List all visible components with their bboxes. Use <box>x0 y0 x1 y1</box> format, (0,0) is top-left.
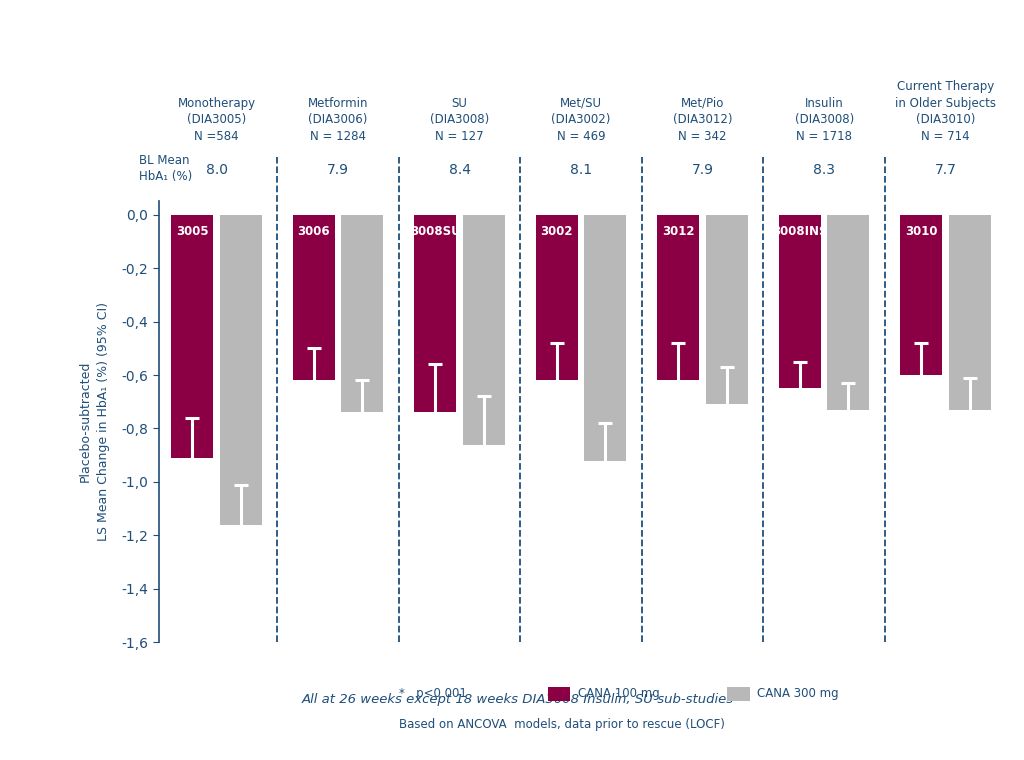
Bar <box>827 215 869 410</box>
Text: All at 26 weeks except 18 weeks DIA3008 Insulin, SU sub-studies: All at 26 weeks except 18 weeks DIA3008 … <box>301 693 733 706</box>
Bar <box>585 215 627 461</box>
Text: 3012: 3012 <box>663 226 694 239</box>
Text: 3008SU: 3008SU <box>410 226 461 239</box>
Bar <box>220 215 262 524</box>
Text: 7.9: 7.9 <box>691 163 714 177</box>
Text: BL Mean
HbA₁⁣ (%): BL Mean HbA₁⁣ (%) <box>139 154 193 182</box>
Text: 7.7: 7.7 <box>935 163 956 177</box>
Text: *   p<0.001: * p<0.001 <box>399 687 467 701</box>
Text: Met/Pio
(DIA3012)
N = 342: Met/Pio (DIA3012) N = 342 <box>673 97 732 143</box>
Bar <box>341 215 383 413</box>
Text: 8.1: 8.1 <box>570 163 592 177</box>
Text: 3010: 3010 <box>905 226 938 239</box>
Text: Based on ANCOVA  models, data prior to rescue (LOCF): Based on ANCOVA models, data prior to re… <box>399 718 725 731</box>
Bar <box>415 215 457 413</box>
Text: 8.3: 8.3 <box>813 163 836 177</box>
Bar <box>463 215 505 445</box>
Text: Met/SU
(DIA3002)
N = 469: Met/SU (DIA3002) N = 469 <box>552 97 610 143</box>
Text: Metformin
(DIA3006)
N = 1284: Metformin (DIA3006) N = 1284 <box>308 97 369 143</box>
Text: CANA 300 mg: CANA 300 mg <box>757 687 839 701</box>
Text: Insulin
(DIA3008)
N = 1718: Insulin (DIA3008) N = 1718 <box>795 97 854 143</box>
Bar <box>293 215 335 381</box>
Text: 8.4: 8.4 <box>449 163 471 177</box>
Bar <box>900 215 942 375</box>
Bar <box>949 215 991 410</box>
Text: SU
(DIA3008)
N = 127: SU (DIA3008) N = 127 <box>430 97 489 143</box>
Text: 3005: 3005 <box>176 226 209 239</box>
Text: Monotherapy
(DIA3005)
N =584: Monotherapy (DIA3005) N =584 <box>177 97 256 143</box>
Text: 8.0: 8.0 <box>206 163 227 177</box>
Y-axis label: Placebo-subtracted
LS Mean Change in HbA₁⁣ (%) (95% CI): Placebo-subtracted LS Mean Change in HbA… <box>79 302 111 541</box>
Text: 3008INS: 3008INS <box>772 226 827 239</box>
Bar <box>657 215 699 381</box>
Text: 3002: 3002 <box>541 226 573 239</box>
Text: SGLT2 decreases HbA1c on top of other diabetic
medications: SGLT2 decreases HbA1c on top of other di… <box>72 34 710 93</box>
Bar <box>706 215 748 404</box>
Bar <box>171 215 213 458</box>
Text: CANA 100 mg: CANA 100 mg <box>578 687 659 701</box>
Text: Current Therapy
in Older Subjects
(DIA3010)
N = 714: Current Therapy in Older Subjects (DIA30… <box>895 80 996 143</box>
Bar <box>779 215 821 388</box>
Text: 3006: 3006 <box>298 226 330 239</box>
Bar <box>536 215 578 381</box>
Text: 7.9: 7.9 <box>327 163 349 177</box>
